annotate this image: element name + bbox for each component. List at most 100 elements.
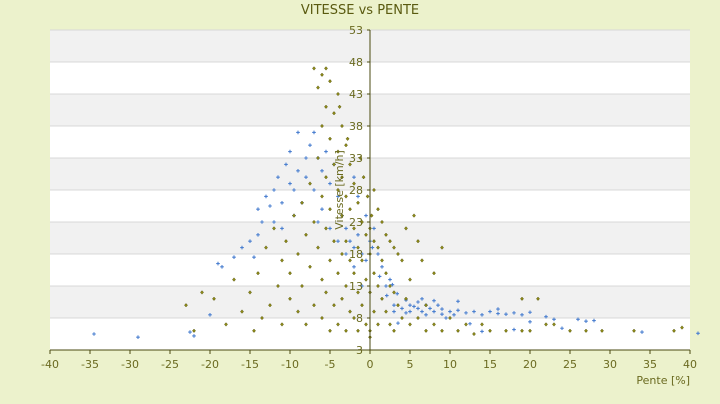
data-point [344,239,348,244]
data-point [388,239,392,244]
data-point [356,200,360,205]
data-point [496,311,500,316]
data-point [392,290,396,295]
data-point [332,239,336,244]
data-point [440,307,444,311]
data-point [640,330,644,334]
data-point [360,219,364,225]
data-point [380,258,384,263]
data-point [248,239,252,243]
data-point [472,331,476,337]
data-point [424,328,428,333]
data-point [384,309,388,314]
data-point [352,265,356,269]
x-tick-label: 10 [443,358,457,371]
x-tick-label: -5 [325,358,336,371]
data-point [456,299,460,304]
y-tick-label: 3 [356,344,363,357]
data-point [380,219,384,225]
axis-ticks [49,29,691,354]
data-point [448,309,452,314]
data-point [372,271,376,276]
data-point [388,283,392,289]
data-point [212,296,216,301]
data-point [352,226,356,231]
data-point [312,188,316,192]
data-point [408,309,412,314]
data-point [328,79,332,84]
y-tick-label: 18 [349,248,363,261]
data-point [364,213,368,218]
data-point [376,322,380,327]
data-point [464,322,468,327]
data-point [280,322,284,327]
data-point [252,255,256,259]
data-point [372,309,376,314]
data-point [444,316,448,320]
data-point [390,282,395,287]
data-point [400,258,404,263]
data-point [288,296,292,301]
data-point [332,111,336,116]
x-tick-label: 15 [483,358,497,371]
data-point [536,296,540,301]
data-point [340,175,344,180]
data-points [92,66,700,340]
data-point [552,317,556,322]
data-point [504,328,508,333]
data-point [356,328,360,333]
data-point [268,303,272,308]
data-point [408,277,412,282]
x-tick-label: -25 [161,358,179,371]
data-point [304,156,308,160]
data-point [480,322,484,327]
data-point [340,251,344,257]
x-axis-label: Pente [%] [636,374,690,387]
data-point [308,181,312,186]
x-tick-label: 30 [603,358,617,371]
data-point [264,245,268,250]
data-point [380,265,384,269]
data-point [312,66,316,71]
data-point [248,290,252,295]
data-point [520,313,524,317]
data-point [348,207,352,212]
data-point [220,265,224,269]
data-point [528,310,532,315]
data-point [352,315,356,321]
data-point [352,175,356,179]
data-point [632,328,636,333]
y-tick-label: 38 [349,120,363,133]
data-point [304,232,308,237]
data-point [252,328,256,333]
x-tick-label: -20 [201,358,219,371]
data-point [364,258,368,263]
data-point [512,311,516,315]
data-point [348,258,352,263]
data-point [520,296,524,301]
data-point [468,321,472,326]
data-point [200,290,204,295]
data-point [528,320,532,324]
data-point [344,252,348,256]
data-point [296,130,300,135]
data-point [232,277,236,282]
data-point [576,317,580,322]
data-point [324,226,328,231]
data-point [192,328,196,333]
data-point [320,194,324,199]
data-point [316,220,320,224]
data-point [424,313,428,317]
x-tick-label: -15 [241,358,259,371]
data-point [92,332,96,336]
data-point [284,239,288,244]
data-point [448,315,452,321]
data-point [356,194,360,199]
data-point [412,304,416,309]
data-point [320,277,324,282]
data-point [256,207,260,211]
data-point [416,306,420,311]
data-point [544,314,548,319]
data-point [344,194,348,199]
